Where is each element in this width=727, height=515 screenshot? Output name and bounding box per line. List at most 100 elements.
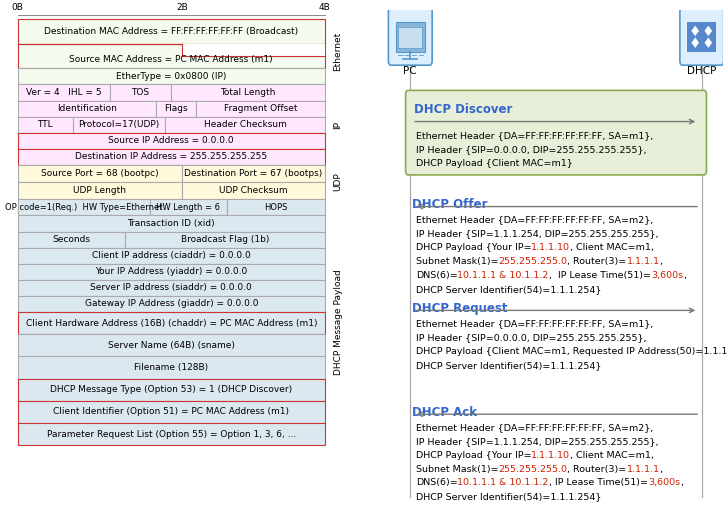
FancyBboxPatch shape [165, 116, 325, 133]
Text: 3,600s: 3,600s [648, 478, 680, 488]
FancyBboxPatch shape [17, 401, 325, 423]
Text: ,: , [683, 271, 686, 280]
Text: Destination Port = 67 (bootps): Destination Port = 67 (bootps) [184, 169, 322, 178]
FancyBboxPatch shape [196, 100, 325, 116]
Text: OP code=1(Req.)  HW Type=Ethernet: OP code=1(Req.) HW Type=Ethernet [5, 203, 163, 212]
Text: 10.1.1.1 & 10.1.1.2: 10.1.1.1 & 10.1.1.2 [457, 271, 549, 280]
Text: Source MAC Address = PC MAC Address (m1): Source MAC Address = PC MAC Address (m1) [70, 55, 273, 64]
Text: Identification: Identification [57, 104, 117, 113]
Text: ,  IP Lease Time(51)=: , IP Lease Time(51)= [549, 271, 651, 280]
FancyBboxPatch shape [17, 182, 182, 199]
FancyBboxPatch shape [182, 182, 325, 199]
FancyBboxPatch shape [125, 232, 325, 248]
Text: , Client MAC=m1,: , Client MAC=m1, [570, 243, 654, 252]
FancyBboxPatch shape [17, 100, 156, 116]
Text: Client Identifier (Option 51) = PC MAC Address (m1): Client Identifier (Option 51) = PC MAC A… [53, 407, 289, 417]
Text: DHCP Server Identifier(54)=1.1.1.254}: DHCP Server Identifier(54)=1.1.1.254} [416, 492, 601, 501]
Text: Fragment Offset: Fragment Offset [224, 104, 297, 113]
Text: Subnet Mask(1)=: Subnet Mask(1)= [416, 257, 498, 266]
FancyBboxPatch shape [110, 84, 172, 100]
Text: Ver = 4   IHL = 5: Ver = 4 IHL = 5 [26, 88, 102, 97]
Text: Your IP Address (yiaddr) = 0.0.0.0: Your IP Address (yiaddr) = 0.0.0.0 [95, 267, 247, 276]
Text: TTL: TTL [38, 120, 53, 129]
Text: DHCP Offer: DHCP Offer [412, 198, 488, 211]
Text: 0B: 0B [12, 3, 24, 12]
Text: Transaction ID (xid): Transaction ID (xid) [127, 219, 215, 228]
Text: , Router(3)=: , Router(3)= [567, 257, 627, 266]
Text: HOPS: HOPS [264, 203, 287, 212]
FancyBboxPatch shape [17, 68, 325, 84]
Text: DHCP Request: DHCP Request [412, 302, 507, 315]
Text: 1.1.1.1: 1.1.1.1 [627, 465, 659, 474]
Text: HW Length = 6: HW Length = 6 [156, 203, 220, 212]
Text: 10.1.1.1 & 10.1.1.2: 10.1.1.1 & 10.1.1.2 [457, 478, 549, 488]
Text: DNS(6)=: DNS(6)= [416, 478, 457, 488]
Text: 1.1.1.10: 1.1.1.10 [531, 451, 570, 460]
Text: Seconds: Seconds [52, 235, 90, 244]
Text: Source Port = 68 (bootpc): Source Port = 68 (bootpc) [41, 169, 158, 178]
Text: Parameter Request List (Option 55) = Option 1, 3, 6, ...: Parameter Request List (Option 55) = Opt… [47, 430, 296, 439]
FancyBboxPatch shape [17, 116, 73, 133]
Polygon shape [691, 38, 699, 48]
Text: Header Checksum: Header Checksum [204, 120, 286, 129]
Text: Protocol=17(UDP): Protocol=17(UDP) [79, 120, 160, 129]
FancyBboxPatch shape [406, 91, 707, 175]
Text: IP Header {SIP=1.1.1.254, DIP=255.255.255.255},: IP Header {SIP=1.1.1.254, DIP=255.255.25… [416, 229, 658, 238]
Text: , IP Lease Time(51)=: , IP Lease Time(51)= [549, 478, 648, 488]
Text: Flags: Flags [164, 104, 188, 113]
FancyBboxPatch shape [73, 116, 165, 133]
Text: Broadcast Flag (1b): Broadcast Flag (1b) [181, 235, 269, 244]
Text: Ethernet Header {DA=FF:FF:FF:FF:FF:FF, SA=m2},: Ethernet Header {DA=FF:FF:FF:FF:FF:FF, S… [416, 215, 653, 225]
FancyBboxPatch shape [17, 423, 325, 445]
Text: 255.255.255.0: 255.255.255.0 [498, 257, 567, 266]
FancyBboxPatch shape [17, 356, 325, 379]
FancyBboxPatch shape [17, 296, 325, 312]
FancyBboxPatch shape [395, 22, 425, 52]
FancyBboxPatch shape [398, 27, 422, 48]
Text: DHCP Payload {Client MAC=m1}: DHCP Payload {Client MAC=m1} [416, 159, 572, 168]
Text: DHCP: DHCP [687, 66, 717, 76]
FancyBboxPatch shape [182, 165, 325, 182]
Text: UDP Checksum: UDP Checksum [219, 186, 288, 195]
Text: ,: , [659, 257, 662, 266]
FancyBboxPatch shape [17, 133, 325, 149]
Text: IP Header {SIP=1.1.1.254, DIP=255.255.255.255},: IP Header {SIP=1.1.1.254, DIP=255.255.25… [416, 437, 658, 446]
FancyBboxPatch shape [17, 149, 325, 165]
Text: Ethernet: Ethernet [334, 32, 342, 72]
Text: 4B: 4B [319, 3, 331, 12]
Polygon shape [704, 26, 712, 36]
FancyBboxPatch shape [17, 334, 325, 356]
Text: Client Hardware Address (16B) (chaddr) = PC MAC Address (m1): Client Hardware Address (16B) (chaddr) =… [25, 318, 317, 328]
Text: Server IP address (siaddr) = 0.0.0.0: Server IP address (siaddr) = 0.0.0.0 [90, 283, 252, 293]
FancyBboxPatch shape [687, 22, 716, 52]
Polygon shape [704, 38, 712, 48]
Text: DHCP Ack: DHCP Ack [412, 406, 477, 419]
Text: EtherType = 0x0800 (IP): EtherType = 0x0800 (IP) [116, 72, 227, 81]
FancyBboxPatch shape [17, 165, 182, 182]
Text: Source IP Address = 0.0.0.0: Source IP Address = 0.0.0.0 [108, 136, 234, 145]
Text: Ethernet Header {DA=FF:FF:FF:FF:FF:FF, SA=m1},: Ethernet Header {DA=FF:FF:FF:FF:FF:FF, S… [416, 131, 653, 141]
Text: DHCP Message Type (Option 53) = 1 (DHCP Discover): DHCP Message Type (Option 53) = 1 (DHCP … [50, 385, 292, 394]
Text: 255.255.255.0: 255.255.255.0 [498, 465, 567, 474]
Text: Ethernet Header {DA=FF:FF:FF:FF:FF:FF, SA=m2},: Ethernet Header {DA=FF:FF:FF:FF:FF:FF, S… [416, 423, 653, 432]
Text: Gateway IP Address (giaddr) = 0.0.0.0: Gateway IP Address (giaddr) = 0.0.0.0 [84, 299, 258, 308]
Text: Server Name (64B) (sname): Server Name (64B) (sname) [108, 341, 235, 350]
Text: DHCP Message Payload: DHCP Message Payload [334, 269, 342, 375]
Text: 2B: 2B [176, 3, 188, 12]
FancyBboxPatch shape [227, 199, 325, 215]
Polygon shape [691, 26, 699, 36]
Text: Destination IP Address = 255.255.255.255: Destination IP Address = 255.255.255.255 [75, 152, 268, 161]
Text: UDP: UDP [334, 173, 342, 192]
Text: DNS(6)=: DNS(6)= [416, 271, 457, 280]
FancyBboxPatch shape [388, 7, 432, 65]
Text: UDP Length: UDP Length [73, 186, 126, 195]
Text: Subnet Mask(1)=: Subnet Mask(1)= [416, 465, 498, 474]
Text: DHCP Server Identifier(54)=1.1.1.254}: DHCP Server Identifier(54)=1.1.1.254} [416, 361, 601, 370]
Text: , Router(3)=: , Router(3)= [567, 465, 627, 474]
FancyBboxPatch shape [17, 84, 110, 100]
Text: DHCP Payload {Client MAC=m1, Requested IP Address(50)=1.1.1.10,: DHCP Payload {Client MAC=m1, Requested I… [416, 347, 727, 356]
FancyBboxPatch shape [17, 19, 325, 44]
Text: Filename (128B): Filename (128B) [134, 363, 209, 372]
FancyBboxPatch shape [182, 44, 325, 56]
FancyBboxPatch shape [17, 312, 325, 334]
